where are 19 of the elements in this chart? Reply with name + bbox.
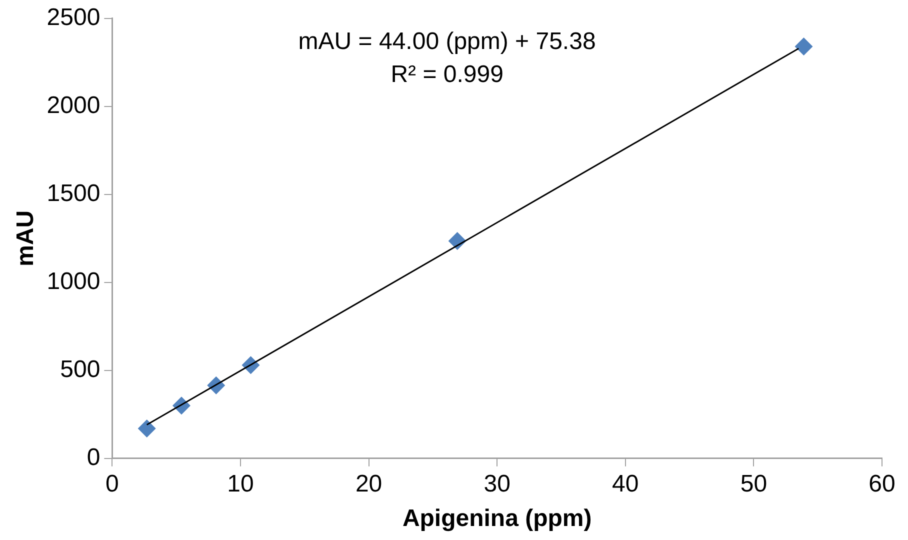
point [138, 419, 156, 438]
x-tick-label: 20 [355, 470, 382, 498]
y-tick-label: 2000 [46, 92, 100, 120]
x-tick-label: 60 [868, 470, 896, 498]
x-tick-label: 50 [740, 470, 768, 498]
y-tick-label: 1500 [46, 180, 100, 208]
y-tick-label: 500 [60, 356, 100, 384]
y-axis-title: mAU [12, 210, 40, 266]
y-tick-label: 2500 [46, 4, 100, 32]
x-tick-label: 10 [227, 470, 254, 498]
annotation: mAU = 44.00 (ppm) + 75.38 [298, 28, 596, 56]
point [794, 38, 813, 56]
x-tick-label: 30 [484, 470, 510, 498]
y-tick-label: 0 [86, 444, 100, 472]
x-tick-label: 40 [612, 470, 639, 498]
x-tick-label: 0 [106, 470, 119, 498]
annotation: R² = 0.999 [390, 61, 504, 88]
y-tick-label: 1000 [46, 268, 100, 296]
x-axis-title: Apigenina (ppm) [402, 505, 592, 532]
